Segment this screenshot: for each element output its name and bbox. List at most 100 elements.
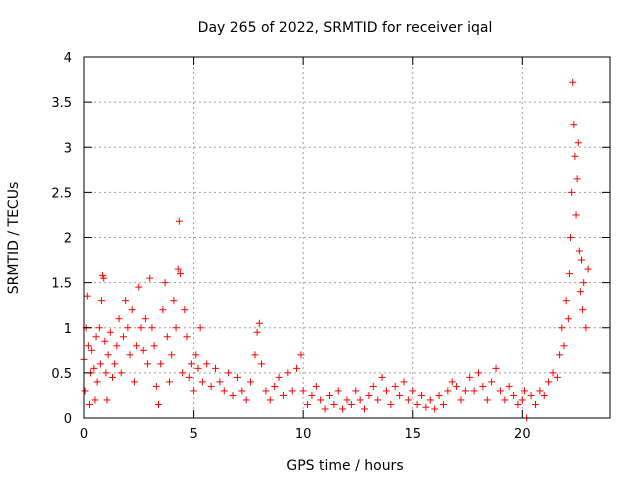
data-point [95,324,103,332]
data-point [175,217,183,225]
data-point [374,396,382,404]
data-point [439,400,447,408]
data-point [284,369,292,377]
data-point [553,373,561,381]
data-point [568,188,576,196]
data-point [347,400,355,408]
y-tick-label: 3 [64,141,72,156]
data-point [104,351,112,359]
data-point [444,387,452,395]
x-axis-label: GPS time / hours [286,458,403,474]
data-point [207,382,215,390]
data-point [183,333,191,341]
data-point [102,369,110,377]
data-point [334,387,342,395]
data-point [391,382,399,390]
data-point [527,391,535,399]
data-point [203,360,211,368]
data-point [505,382,513,390]
data-point [194,364,202,372]
data-point [321,405,329,413]
data-point [98,297,106,305]
data-point [536,387,544,395]
data-point [579,306,587,314]
data-point [196,324,204,332]
data-point [130,378,138,386]
data-point [571,152,579,160]
data-point [198,378,206,386]
data-point [88,346,96,354]
data-point [479,382,487,390]
data-point [448,378,456,386]
y-tick-label: 0.5 [51,367,72,382]
data-point [179,369,187,377]
x-tick-label: 0 [80,427,88,442]
chart-title: Day 265 of 2022, SRMTID for receiver iqa… [198,20,493,36]
data-point [483,396,491,404]
data-point [556,351,564,359]
data-point [361,405,369,413]
data-point [317,396,325,404]
data-point [514,400,522,408]
data-point [574,139,582,147]
data-point [133,342,141,350]
data-point [83,292,91,300]
data-point [192,351,200,359]
data-point [146,274,154,282]
data-point [128,306,136,314]
data-point [418,391,426,399]
data-point [238,387,246,395]
data-point [159,306,167,314]
data-point [466,373,474,381]
data-point [457,396,465,404]
data-point [91,396,99,404]
data-point [330,400,338,408]
data-point [258,360,266,368]
y-ticks: 0 0.5 1 1.5 2 2.5 3 3.5 4 [51,51,610,427]
data-point [176,270,184,278]
data-point [126,351,134,359]
data-point [117,369,125,377]
data-point [253,328,261,336]
data-point [356,396,364,404]
data-point [572,211,580,219]
data-point [139,346,147,354]
data-point [190,387,198,395]
data-point [84,342,92,350]
data-point [119,333,127,341]
data-point [220,387,228,395]
data-point [545,378,553,386]
data-point [297,351,305,359]
data-point [422,403,430,411]
y-axis-label: SRMTID / TECUs [6,182,22,295]
data-point [187,360,195,368]
data-point [426,396,434,404]
data-point [409,387,417,395]
data-point [255,319,263,327]
data-point [161,279,169,287]
data-point [387,400,395,408]
data-point [157,360,165,368]
data-point [560,342,568,350]
data-point [271,382,279,390]
data-point [108,373,116,381]
data-point [106,328,114,336]
data-point [378,373,386,381]
data-point [172,324,180,332]
data-point [115,315,123,323]
y-tick-label: 0 [64,412,72,427]
data-point [155,400,163,408]
data-point [174,265,182,273]
data-point [212,364,219,372]
data-point [567,234,575,241]
data-point [453,382,461,390]
data-point [96,360,104,368]
x-ticks: 0 5 10 15 20 [80,57,531,442]
data-point [325,391,333,399]
data-point [229,391,237,399]
data-point [578,256,586,264]
data-point [185,373,193,381]
y-tick-label: 3.5 [51,96,72,111]
data-point [501,396,509,404]
